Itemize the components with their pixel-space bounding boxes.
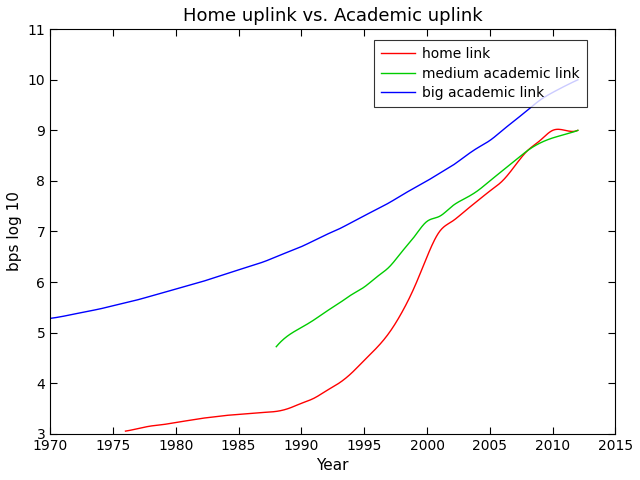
big academic link — [300, 242, 308, 248]
medium academic link — [273, 344, 280, 349]
medium academic link — [452, 201, 460, 206]
medium academic link — [436, 214, 444, 219]
medium academic link — [520, 151, 527, 156]
home link — [391, 322, 399, 327]
big academic link — [574, 77, 582, 83]
medium academic link — [574, 128, 582, 133]
medium academic link — [566, 130, 574, 136]
home link — [337, 379, 344, 385]
home link — [564, 128, 572, 134]
Y-axis label: bps log 10: bps log 10 — [7, 192, 22, 271]
home link — [574, 128, 582, 133]
X-axis label: Year: Year — [317, 458, 349, 473]
big academic link — [46, 315, 54, 321]
home link — [492, 183, 500, 189]
Title: Home uplink vs. Academic uplink: Home uplink vs. Academic uplink — [183, 7, 483, 25]
medium academic link — [417, 225, 425, 230]
big academic link — [479, 142, 486, 148]
Line: big academic link: big academic link — [50, 80, 578, 318]
home link — [554, 126, 562, 132]
big academic link — [561, 83, 569, 89]
Line: home link: home link — [125, 129, 578, 431]
home link — [366, 351, 374, 357]
big academic link — [332, 228, 339, 233]
big academic link — [360, 213, 368, 219]
home link — [122, 428, 129, 434]
medium academic link — [415, 227, 423, 233]
Line: medium academic link: medium academic link — [276, 131, 578, 347]
home link — [339, 377, 347, 383]
big academic link — [297, 244, 305, 250]
Legend: home link, medium academic link, big academic link: home link, medium academic link, big aca… — [374, 40, 587, 107]
